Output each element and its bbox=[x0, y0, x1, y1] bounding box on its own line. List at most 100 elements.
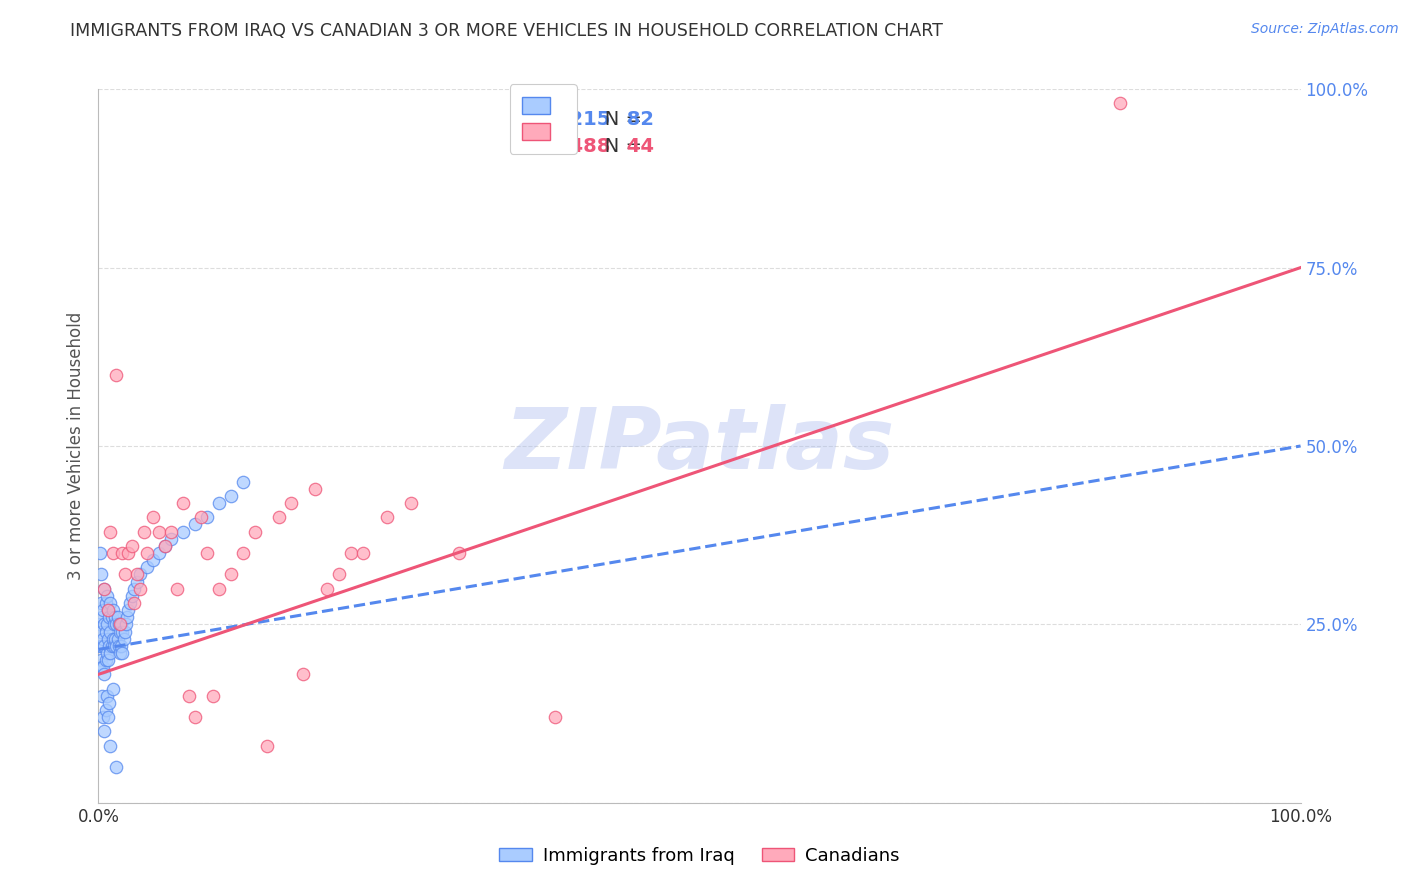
Text: N =: N = bbox=[586, 136, 648, 156]
Point bbox=[195, 510, 218, 524]
Point bbox=[101, 632, 124, 646]
Text: 82: 82 bbox=[620, 110, 654, 128]
Point bbox=[101, 603, 124, 617]
Point bbox=[115, 617, 138, 632]
Point bbox=[94, 703, 117, 717]
Point bbox=[103, 617, 125, 632]
Point bbox=[280, 496, 302, 510]
Point bbox=[97, 653, 120, 667]
Point bbox=[108, 624, 131, 639]
Point bbox=[340, 546, 363, 560]
Point bbox=[291, 667, 314, 681]
Point bbox=[159, 532, 181, 546]
Text: 0.488: 0.488 bbox=[541, 136, 610, 156]
Point bbox=[375, 510, 398, 524]
Point bbox=[399, 496, 422, 510]
Point bbox=[110, 617, 132, 632]
Point bbox=[103, 639, 125, 653]
Point bbox=[114, 624, 136, 639]
Point bbox=[129, 582, 152, 596]
Point bbox=[90, 596, 112, 610]
Point bbox=[104, 632, 127, 646]
Point bbox=[100, 610, 122, 624]
Point bbox=[105, 760, 128, 774]
Point bbox=[124, 596, 146, 610]
Point bbox=[447, 546, 470, 560]
Point bbox=[243, 524, 266, 539]
Point bbox=[91, 660, 114, 674]
Text: Source: ZipAtlas.com: Source: ZipAtlas.com bbox=[1251, 22, 1399, 37]
Point bbox=[121, 589, 143, 603]
Point bbox=[201, 689, 224, 703]
Point bbox=[94, 653, 117, 667]
Point bbox=[118, 596, 141, 610]
Point bbox=[328, 567, 350, 582]
Point bbox=[105, 639, 128, 653]
Point bbox=[219, 567, 242, 582]
Text: 0.215: 0.215 bbox=[541, 110, 610, 128]
Point bbox=[159, 524, 181, 539]
Point bbox=[105, 617, 128, 632]
Point bbox=[256, 739, 278, 753]
Point bbox=[114, 567, 136, 582]
Point bbox=[117, 603, 139, 617]
Point bbox=[111, 624, 134, 639]
Point bbox=[544, 710, 567, 724]
Point bbox=[117, 546, 139, 560]
Point bbox=[100, 639, 122, 653]
Point bbox=[112, 632, 135, 646]
Legend: Immigrants from Iraq, Canadians: Immigrants from Iraq, Canadians bbox=[492, 840, 907, 872]
Point bbox=[91, 639, 114, 653]
Text: ZIPatlas: ZIPatlas bbox=[505, 404, 894, 488]
Point bbox=[125, 567, 148, 582]
Point bbox=[94, 596, 117, 610]
Point bbox=[101, 546, 124, 560]
Point bbox=[108, 617, 131, 632]
Point bbox=[89, 639, 111, 653]
Point bbox=[267, 510, 290, 524]
Point bbox=[352, 546, 374, 560]
Text: 44: 44 bbox=[620, 136, 654, 156]
Point bbox=[108, 617, 131, 632]
Point bbox=[90, 567, 112, 582]
Point bbox=[97, 603, 120, 617]
Point bbox=[90, 624, 112, 639]
Point bbox=[232, 475, 254, 489]
Point bbox=[232, 546, 254, 560]
Point bbox=[166, 582, 188, 596]
Point bbox=[135, 546, 157, 560]
Point bbox=[91, 632, 114, 646]
Point bbox=[148, 546, 170, 560]
Point bbox=[219, 489, 242, 503]
Y-axis label: 3 or more Vehicles in Household: 3 or more Vehicles in Household bbox=[66, 312, 84, 580]
Point bbox=[183, 517, 205, 532]
Point bbox=[91, 710, 114, 724]
Point bbox=[94, 624, 117, 639]
Point bbox=[107, 632, 129, 646]
Text: R =: R = bbox=[513, 110, 555, 128]
Point bbox=[91, 689, 114, 703]
Point bbox=[96, 646, 118, 660]
Point bbox=[93, 617, 115, 632]
Point bbox=[96, 589, 118, 603]
Point bbox=[304, 482, 326, 496]
Text: N =: N = bbox=[586, 110, 648, 128]
Text: R =: R = bbox=[513, 136, 555, 156]
Point bbox=[97, 710, 120, 724]
Point bbox=[100, 596, 122, 610]
Point bbox=[98, 610, 121, 624]
Point bbox=[172, 524, 194, 539]
Point bbox=[132, 524, 155, 539]
Point bbox=[98, 696, 121, 710]
Point bbox=[93, 582, 115, 596]
Point bbox=[153, 539, 176, 553]
Point bbox=[141, 510, 163, 524]
Point bbox=[111, 646, 134, 660]
Point bbox=[110, 639, 132, 653]
Point bbox=[90, 653, 112, 667]
Point bbox=[93, 582, 115, 596]
Point bbox=[105, 368, 128, 382]
Point bbox=[100, 524, 122, 539]
Point bbox=[101, 681, 124, 696]
Point bbox=[107, 610, 129, 624]
